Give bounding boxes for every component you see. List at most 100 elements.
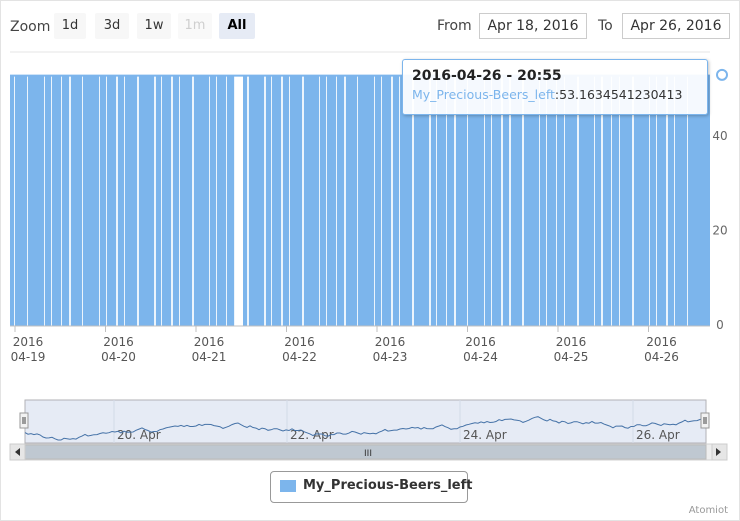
y-axis: 0 20 40 [712, 129, 727, 332]
tooltip: 2016-04-26 - 20:55 My_Precious-Beers_lef… [402, 59, 708, 115]
x-tick-year: 2016 [103, 335, 134, 349]
data-gap [209, 74, 210, 326]
navigator-label: 24. Apr [463, 428, 507, 442]
data-gap [391, 74, 393, 326]
data-gaps [14, 74, 688, 326]
credits-label: Atomiot [688, 505, 728, 516]
zoom-3d-button[interactable]: 3d [95, 13, 129, 39]
zoom-1w-button[interactable]: 1w [137, 13, 171, 39]
data-gap [247, 74, 249, 326]
x-tick-year: 2016 [375, 335, 406, 349]
x-tick-date: 04-25 [554, 350, 589, 364]
data-gap [501, 74, 503, 326]
navigator-scrollbar[interactable]: III [9, 443, 728, 461]
data-gap [161, 74, 162, 326]
data-gap [99, 74, 100, 326]
data-gap [235, 74, 243, 326]
to-label: To [598, 18, 613, 34]
data-gap [666, 74, 668, 326]
y-tick-label: 20 [712, 224, 727, 238]
chevron-right-icon [716, 448, 721, 456]
hover-marker [716, 68, 728, 81]
legend-swatch [280, 480, 296, 492]
from-date-input[interactable] [479, 13, 587, 39]
data-gap [281, 74, 283, 326]
data-gap [399, 74, 400, 326]
to-date-input[interactable] [622, 13, 730, 39]
data-gap [446, 74, 447, 326]
data-gap [601, 74, 603, 326]
data-gap [632, 74, 634, 326]
data-gap [674, 74, 675, 326]
x-tick-year: 2016 [194, 335, 225, 349]
data-gap [577, 74, 579, 326]
x-tick-date: 04-23 [373, 350, 408, 364]
zoom-all-button[interactable]: All [219, 13, 255, 39]
tooltip-line: My_Precious-Beers_left:53.1634541230413 [412, 87, 683, 102]
data-gap [467, 74, 468, 326]
y-tick-label: 40 [712, 129, 727, 143]
legend-item[interactable]: My_Precious-Beers_left [270, 471, 472, 503]
area-series [10, 75, 710, 326]
handle-body [700, 412, 710, 429]
x-tick-date: 04-24 [463, 350, 498, 364]
handle-body [19, 412, 29, 429]
data-gap [271, 74, 272, 326]
x-tick-date: 04-26 [644, 350, 679, 364]
x-tick-date: 04-19 [11, 350, 46, 364]
data-gap [326, 74, 327, 326]
data-gap [51, 74, 52, 326]
zoom-1d-button[interactable]: 1d [54, 13, 86, 39]
navigator-right-handle[interactable] [700, 412, 710, 429]
x-axis: 201604-19201604-20201604-21201604-222016… [10, 325, 710, 364]
data-gap [234, 74, 235, 326]
data-gap [264, 74, 266, 326]
zoom-label: Zoom [10, 19, 51, 35]
data-gap [556, 74, 557, 326]
data-gap [619, 74, 620, 326]
navigator-label: 20. Apr [117, 428, 161, 442]
data-gap [357, 74, 358, 326]
data-gap [302, 74, 304, 326]
data-gap [154, 74, 156, 326]
data-gap [14, 74, 15, 326]
range-selector: Zoom 1d 3d 1w 1m All From To [0, 0, 740, 52]
from-label: From [437, 18, 472, 34]
data-gap [546, 74, 547, 326]
data-gap [687, 74, 688, 326]
data-gap [509, 74, 511, 326]
legend-label: My_Precious-Beers_left [303, 478, 473, 493]
data-gap [381, 74, 382, 326]
data-gap [611, 74, 612, 326]
data-gap [594, 74, 595, 326]
navigator-left-handle[interactable] [19, 412, 29, 429]
x-tick-date: 04-22 [282, 350, 317, 364]
zoom-1m-button[interactable]: 1m [178, 13, 212, 39]
data-gap [344, 74, 346, 326]
x-tick-year: 2016 [465, 335, 496, 349]
data-gap [106, 74, 107, 326]
data-gap [216, 74, 217, 326]
tooltip-value: 53.1634541230413 [559, 87, 683, 102]
data-gap [484, 74, 485, 326]
data-gap [649, 74, 650, 326]
data-gap [522, 74, 524, 326]
data-gap [454, 74, 456, 326]
data-gap [27, 74, 28, 326]
data-gap [192, 74, 194, 326]
data-gap [179, 74, 180, 326]
x-tick-year: 2016 [284, 335, 315, 349]
x-tick-year: 2016 [646, 335, 677, 349]
data-gap [564, 74, 565, 326]
y-tick-label: 0 [716, 318, 724, 332]
data-gap [319, 74, 320, 326]
data-gap [44, 74, 45, 326]
data-gap [656, 74, 657, 326]
data-gap [137, 74, 139, 326]
data-gap [171, 74, 173, 326]
x-tick-date: 04-20 [101, 350, 136, 364]
data-gap [124, 74, 125, 326]
data-gap [539, 74, 540, 326]
